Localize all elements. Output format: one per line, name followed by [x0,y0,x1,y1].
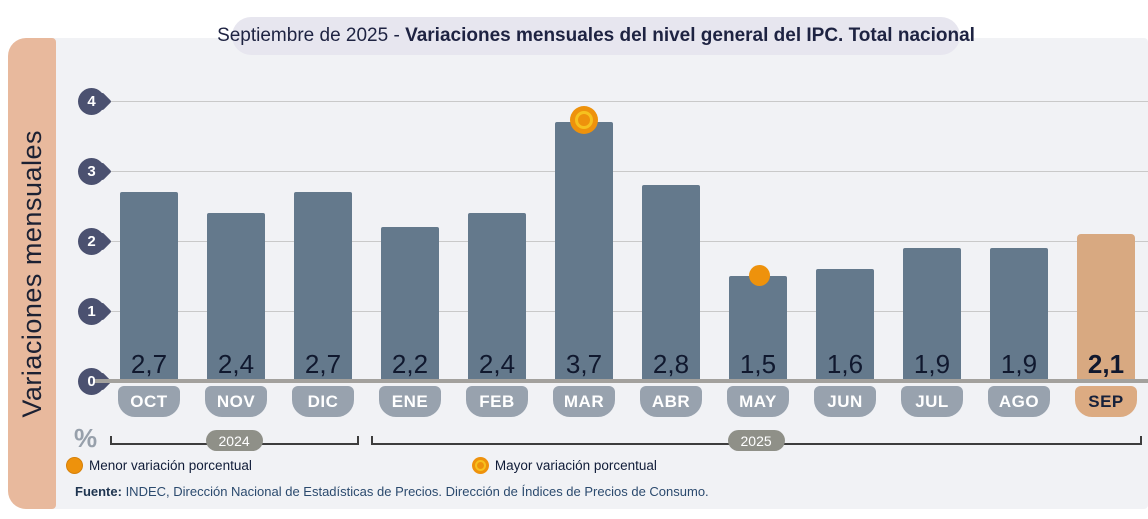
chart-title-main: Variaciones mensuales del nivel general … [405,25,975,46]
y-axis-label-bar: Variaciones mensuales [8,38,56,509]
bar-value-AGO: 1,9 [1000,349,1038,379]
bar-value-MAR: 3,7 [565,349,603,379]
bar-FEB [468,213,526,381]
gridline-2 [104,241,1148,242]
y-tick-1: 1 [78,297,112,325]
y-tick-3: 3 [78,157,112,185]
year-pill-2024: 2024 [205,430,263,451]
y-tick-pointer [93,231,112,251]
month-label-DIC: DIC [292,386,354,417]
legend-item-min: Menor variación porcentual [66,457,252,474]
y-tick-pointer [93,301,112,321]
month-label-SEP: SEP [1075,386,1137,417]
bar-value-MAY: 1,5 [739,349,777,379]
month-label-ABR: ABR [640,386,702,417]
bar-MAR [555,122,613,381]
bar-JUN [816,269,874,381]
month-label-OCT: OCT [118,386,180,417]
bar-value-NOV: 2,4 [217,349,255,379]
bar-OCT [120,192,178,381]
max-variation-ring-icon [471,457,489,474]
bar-SEP [1077,234,1135,381]
legend: Menor variación porcentual Mayor variaci… [66,457,657,474]
min-variation-dot-icon [66,457,83,474]
gridline-3 [104,171,1148,172]
source-label: Fuente: [75,484,122,499]
bar-value-FEB: 2,4 [478,349,516,379]
legend-item-max: Mayor variación porcentual [471,457,657,474]
bar-JUL [903,248,961,381]
y-tick-pointer [93,161,112,181]
max-variation-marker-icon [570,106,598,134]
bar-NOV [207,213,265,381]
legend-min-label: Menor variación porcentual [89,458,252,473]
chart-title-prefix: Septiembre de 2025 - [217,25,406,46]
month-label-NOV: NOV [205,386,267,417]
bar-value-DIC: 2,7 [304,349,342,379]
source-note: Fuente: INDEC, Dirección Nacional de Est… [75,484,709,499]
y-tick-0: 0 [78,367,112,395]
year-pill-2025: 2025 [727,430,785,451]
month-label-JUL: JUL [901,386,963,417]
y-tick-pointer [93,91,112,111]
month-label-MAR: MAR [553,386,615,417]
bar-MAY [729,276,787,381]
bar-value-OCT: 2,7 [130,349,168,379]
month-label-AGO: AGO [988,386,1050,417]
bar-AGO [990,248,1048,381]
percent-symbol: % [74,423,98,453]
chart-title: Septiembre de 2025 - Variaciones mensual… [217,17,975,55]
bar-value-JUL: 1,9 [913,349,951,379]
bar-ENE [381,227,439,381]
y-tick-2: 2 [78,227,112,255]
bar-ABR [642,185,700,381]
bar-value-JUN: 1,6 [826,349,864,379]
bar-value-ABR: 2,8 [652,349,690,379]
gridline-1 [104,311,1148,312]
source-text: INDEC, Dirección Nacional de Estadística… [121,484,709,499]
gridline-4 [104,101,1148,102]
month-label-ENE: ENE [379,386,441,417]
bar-DIC [294,192,352,381]
x-axis-baseline [95,379,1148,383]
bar-value-ENE: 2,2 [391,349,429,379]
min-variation-marker-icon [749,265,770,286]
bar-value-SEP: 2,1 [1087,349,1125,379]
month-label-MAY: MAY [727,386,789,417]
month-label-FEB: FEB [466,386,528,417]
y-tick-4: 4 [78,87,112,115]
month-label-JUN: JUN [814,386,876,417]
legend-max-label: Mayor variación porcentual [494,458,657,473]
